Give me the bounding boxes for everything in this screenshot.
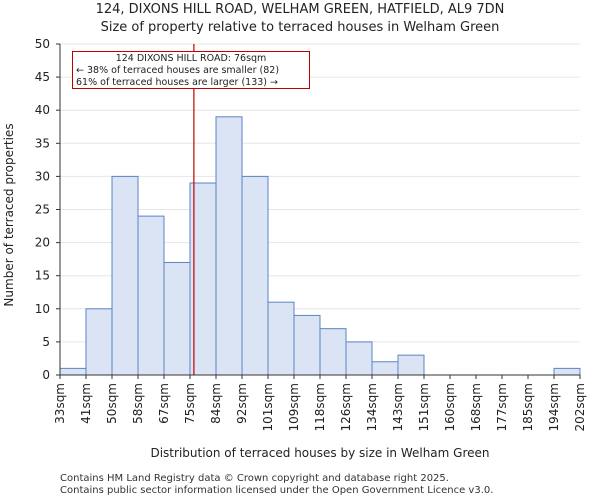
annotation-line-1: 124 DIXONS HILL ROAD: 76sqm	[115, 53, 267, 64]
x-axis-label: Distribution of terraced houses by size …	[150, 446, 489, 460]
bar	[111, 175, 139, 376]
bar	[345, 341, 373, 376]
x-tick-label: 185sqm	[521, 383, 535, 431]
y-tick-label: 45	[35, 70, 50, 84]
x-tick-label: 84sqm	[209, 383, 223, 424]
x-tick-label: 168sqm	[469, 383, 483, 431]
x-tick-label: 160sqm	[443, 383, 457, 431]
x-tick-label: 67sqm	[157, 383, 171, 424]
bar	[85, 308, 113, 376]
x-tick-label: 202sqm	[573, 383, 587, 431]
y-tick-label: 35	[35, 136, 50, 150]
y-tick-label: 0	[42, 368, 50, 382]
annotation-line-3: 61% of terraced houses are larger (133) …	[76, 77, 278, 88]
annotation-box: 124 DIXONS HILL ROAD: 76sqm ← 38% of ter…	[72, 51, 310, 89]
x-tick-label: 151sqm	[417, 383, 431, 431]
annotation-line-2: ← 38% of terraced houses are smaller (82…	[76, 65, 280, 76]
x-tick-label: 58sqm	[131, 383, 145, 424]
x-tick-label: 75sqm	[183, 383, 197, 424]
x-tick-label: 118sqm	[313, 383, 327, 431]
y-tick-label: 15	[35, 269, 50, 283]
y-tick-label: 30	[35, 169, 50, 183]
x-tick-label: 101sqm	[261, 383, 275, 431]
x-tick-label: 134sqm	[365, 383, 379, 431]
x-tick-label: 50sqm	[105, 383, 119, 424]
x-tick-label: 194sqm	[547, 383, 561, 431]
bar	[59, 367, 87, 376]
bar	[137, 215, 165, 376]
y-tick-label: 40	[35, 103, 50, 117]
x-tick-label: 92sqm	[235, 383, 249, 424]
x-tick-label: 126sqm	[339, 383, 353, 431]
bar	[267, 301, 295, 376]
footer-line-2: Contains public sector information licen…	[60, 485, 494, 496]
x-tick-label: 41sqm	[79, 383, 93, 424]
y-tick-label: 50	[35, 37, 50, 51]
x-tick-label: 177sqm	[495, 383, 509, 431]
chart-title: 124, DIXONS HILL ROAD, WELHAM GREEN, HAT…	[95, 2, 505, 17]
bar	[397, 354, 425, 376]
bar	[215, 116, 243, 376]
bar	[241, 175, 269, 376]
y-tick-label: 20	[35, 236, 50, 250]
bar	[553, 367, 581, 376]
y-tick-label: 5	[42, 335, 50, 349]
bar	[371, 361, 399, 376]
y-axis-label: Number of terraced properties	[2, 123, 16, 306]
y-tick-label: 25	[35, 203, 50, 217]
x-tick-label: 109sqm	[287, 383, 301, 431]
y-tick-label: 10	[35, 302, 50, 316]
footer-line-1: Contains HM Land Registry data © Crown c…	[60, 473, 449, 484]
bar	[293, 314, 321, 376]
bar	[163, 261, 191, 376]
chart-subtitle: Size of property relative to terraced ho…	[100, 20, 500, 35]
x-tick-label: 143sqm	[391, 383, 405, 431]
bar	[319, 328, 347, 376]
x-tick-label: 33sqm	[53, 383, 67, 424]
